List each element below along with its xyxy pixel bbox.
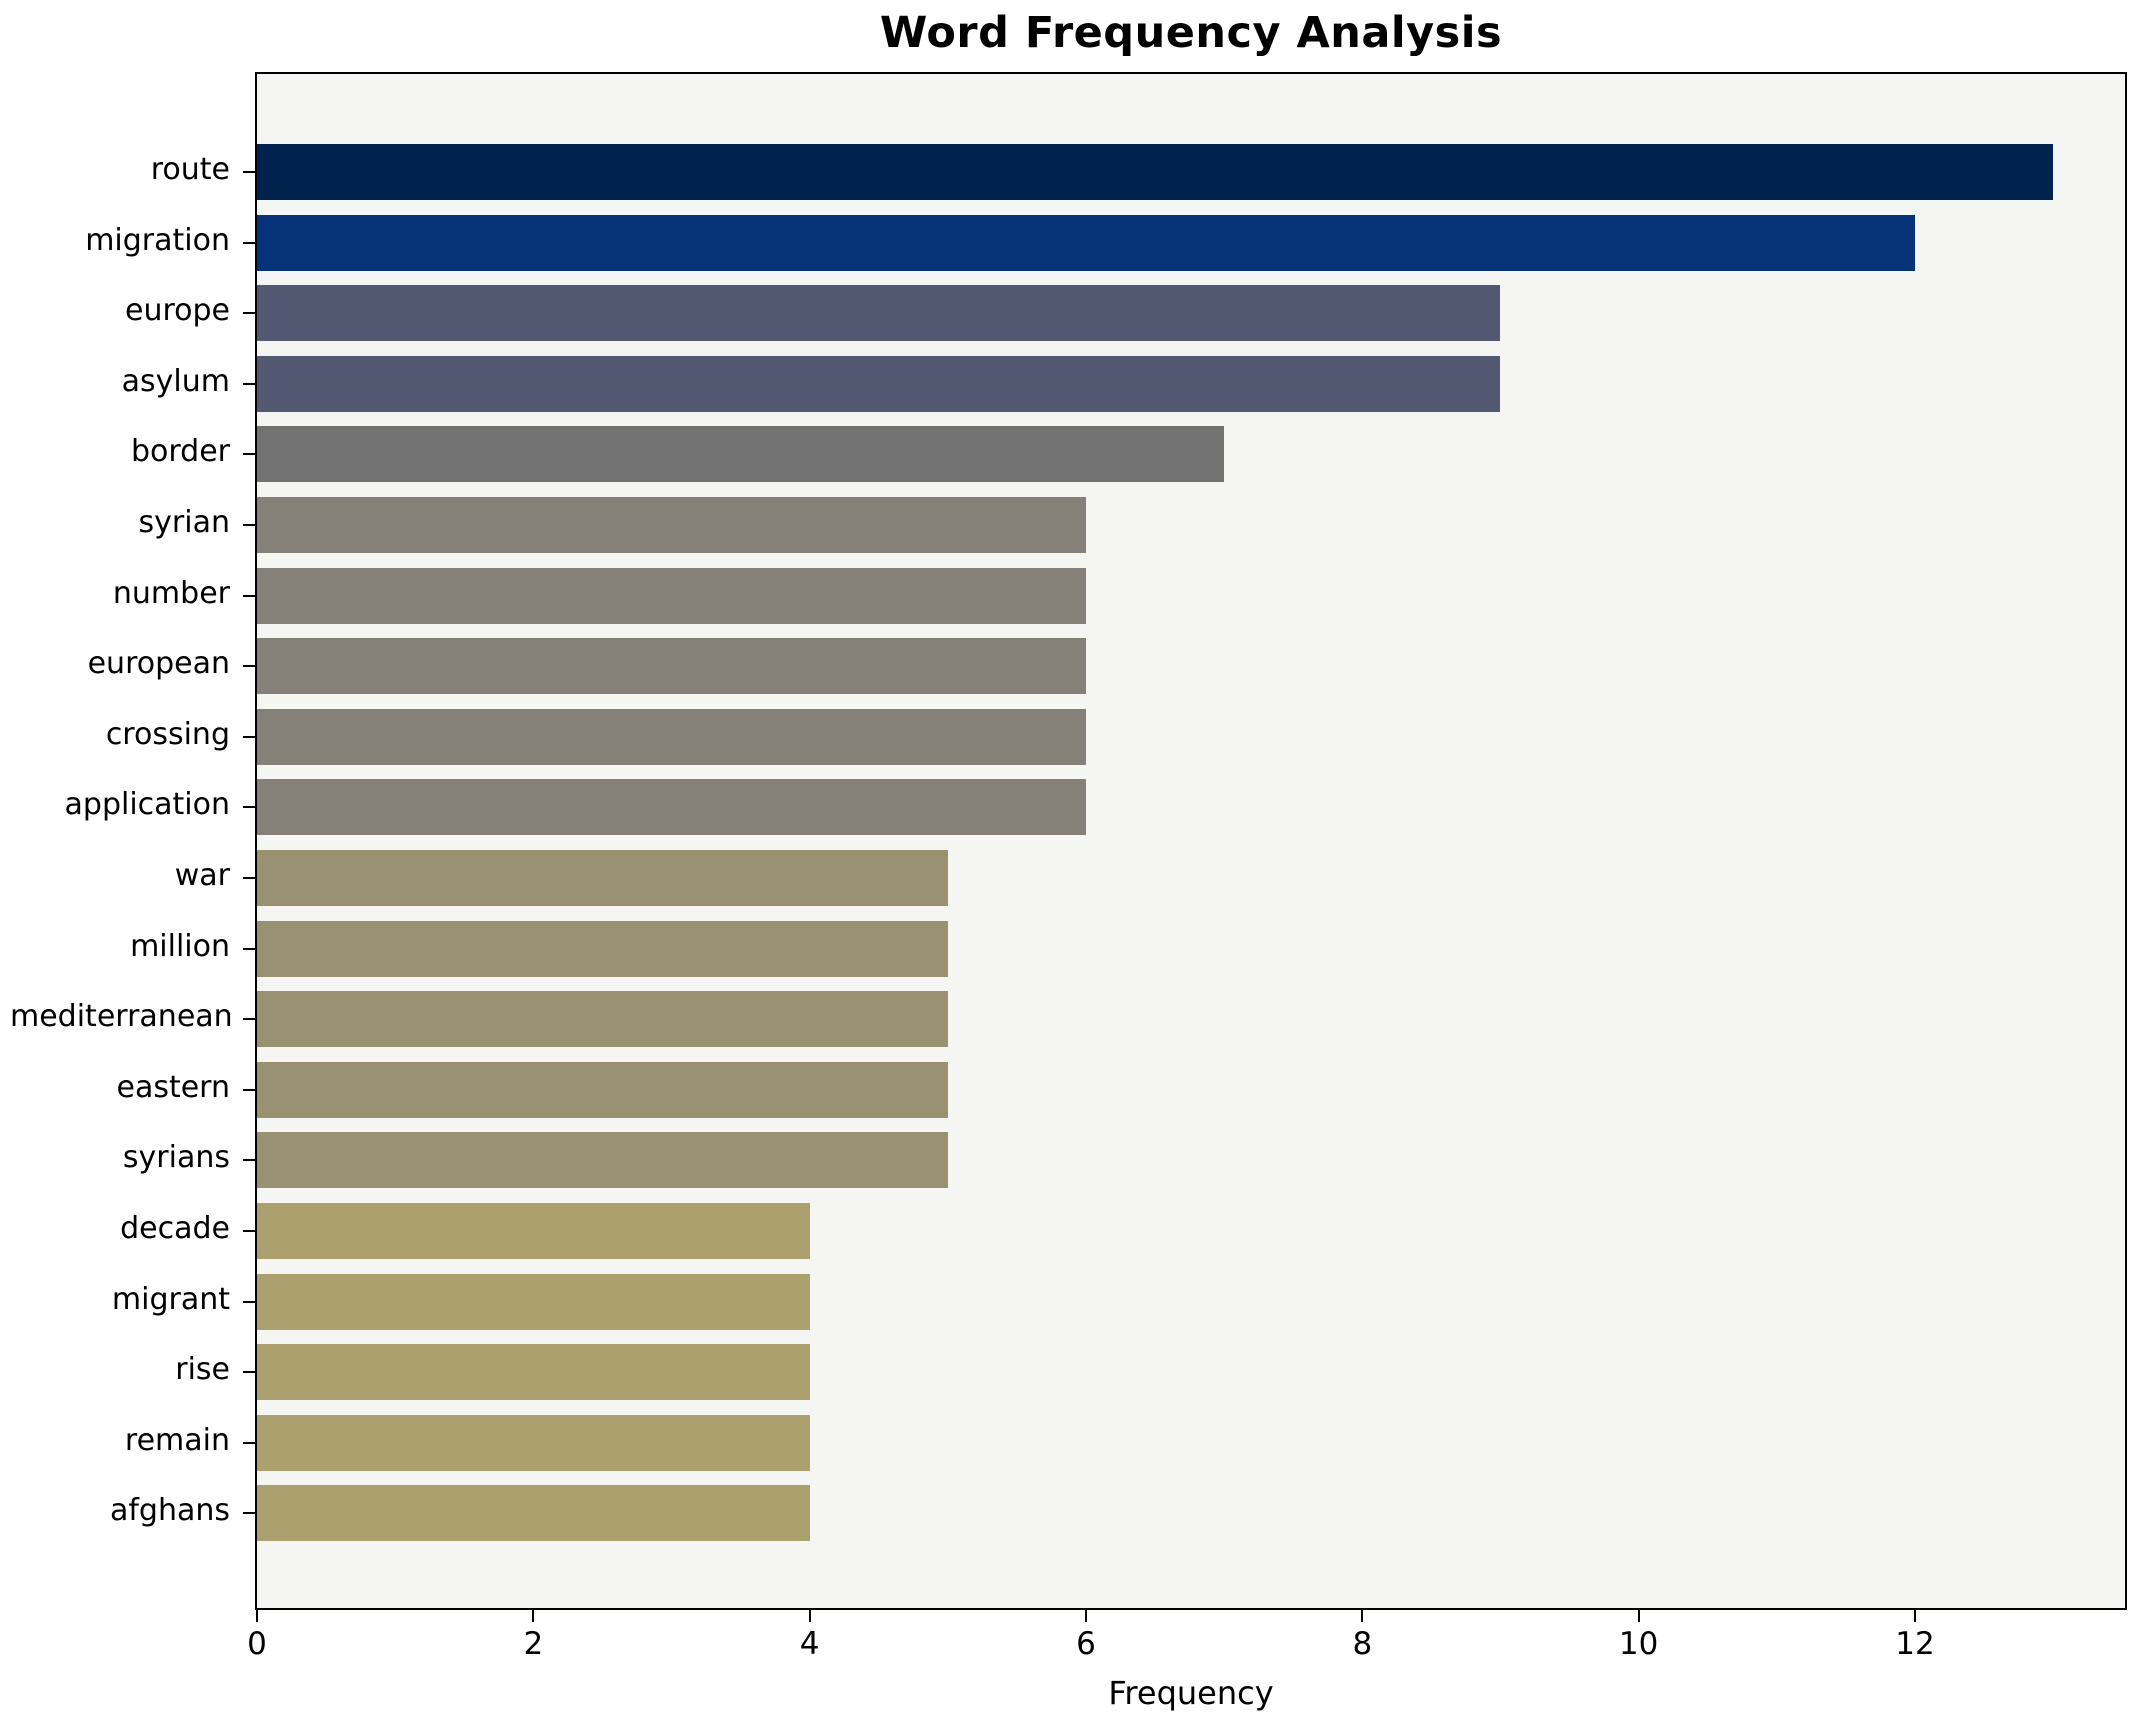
bar-asylum [257,355,1501,412]
x-tick-mark [256,1610,258,1622]
x-tick-label-8: 8 [1352,1626,1373,1662]
y-tick-label-decade: decade [120,1211,230,1246]
y-tick-label-war: war [174,858,230,893]
bar-number [257,567,1086,624]
y-tick-mark [243,241,255,244]
y-tick-mark [243,1441,255,1444]
y-tick-label-migration: migration [85,222,230,258]
y-tick-label-number: number [112,575,230,611]
x-tick-mark [532,1610,535,1622]
chart-title: Word Frequency Analysis [879,8,1503,58]
bar-syrians [257,1132,948,1189]
y-tick-label-migrant: migrant [111,1281,230,1317]
y-tick-mark [243,877,255,879]
y-tick-label-application: application [64,787,230,823]
bar-europe [257,285,1501,342]
x-tick-label-12: 12 [1895,1626,1935,1662]
y-tick-mark [243,1018,255,1021]
y-tick-label-million: million [130,928,230,964]
y-tick-mark [243,665,255,668]
y-tick-mark [243,947,255,950]
y-tick-mark [243,735,255,738]
x-tick-label-10: 10 [1618,1626,1659,1662]
y-tick-label-syrian: syrian [138,505,230,540]
bar-war [257,850,948,906]
y-tick-label-syrians: syrians [122,1140,230,1176]
y-tick-mark [243,1512,255,1515]
y-tick-mark [243,312,255,315]
y-tick-mark [243,382,255,385]
x-tick-label-0: 0 [247,1626,267,1662]
y-tick-label-asylum: asylum [121,363,230,399]
y-tick-mark [243,524,255,526]
bar-million [257,920,948,977]
y-tick-mark [243,1088,255,1091]
x-tick-label-6: 6 [1076,1626,1096,1662]
y-tick-label-rise: rise [175,1352,230,1388]
bar-european [257,638,1086,695]
y-tick-label-route: route [150,152,230,187]
y-tick-mark [243,1230,255,1232]
y-tick-mark [243,1300,255,1303]
x-tick-mark [1637,1610,1640,1622]
y-tick-mark [243,806,255,809]
bar-mediterranean [257,991,948,1048]
y-tick-label-mediterranean: mediterranean [10,999,233,1035]
bar-route [257,144,2054,200]
bar-decade [257,1203,810,1259]
y-tick-mark [243,1371,255,1374]
x-tick-mark [1913,1610,1916,1622]
y-tick-label-european: european [87,646,230,682]
bar-syrian [257,497,1086,553]
x-tick-label-4: 4 [799,1626,820,1662]
x-axis-label: Frequency [1108,1674,1274,1712]
bar-border [257,426,1225,483]
bar-application [257,779,1086,836]
bar-migration [257,214,1915,271]
y-tick-mark [243,171,255,173]
bar-rise [257,1344,810,1401]
x-tick-mark [1084,1610,1087,1622]
y-tick-label-eastern: eastern [116,1069,230,1105]
bar-migrant [257,1273,810,1330]
x-tick-label-2: 2 [523,1626,544,1662]
x-tick-mark [1361,1610,1364,1622]
plot-area [243,72,2127,1610]
bar-remain [257,1414,810,1471]
bar-eastern [257,1061,948,1118]
bar-crossing [257,708,1086,765]
y-tick-label-border: border [130,434,230,470]
y-tick-label-afghans: afghans [109,1493,230,1529]
y-tick-mark [243,453,255,456]
y-tick-mark [243,594,255,597]
y-tick-mark [243,1159,255,1162]
bar-afghans [257,1485,810,1542]
y-tick-label-remain: remain [124,1422,230,1458]
x-tick-mark [808,1610,811,1622]
y-tick-label-europe: europe [125,293,230,329]
y-tick-label-crossing: crossing [105,716,230,752]
